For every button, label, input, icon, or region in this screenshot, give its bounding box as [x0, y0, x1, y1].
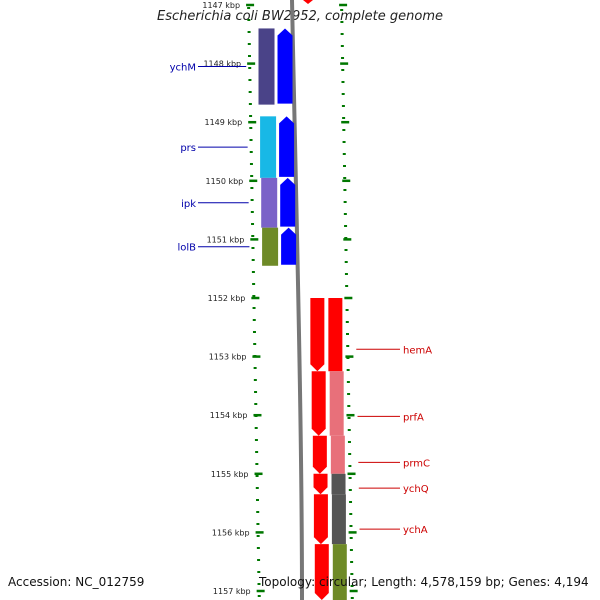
- gene-label-hemA: hemA: [403, 345, 432, 356]
- gene-ychQ: [331, 473, 346, 495]
- gene-label-prfA: prfA: [403, 412, 424, 423]
- gene-label-prs: prs: [180, 143, 196, 154]
- backbone-line: [290, 0, 304, 600]
- reverse-arrow: [312, 435, 327, 474]
- reverse-arrow: [314, 544, 329, 600]
- gene-prfA: [329, 371, 344, 436]
- forward-arrow: [277, 28, 293, 104]
- gene-ychA: [331, 494, 346, 545]
- gene-prmC: [330, 435, 345, 474]
- gene-hemA: [328, 298, 343, 372]
- ruler-label: 1156 kbp: [212, 528, 250, 537]
- ruler-label: 1153 kbp: [209, 353, 247, 362]
- reverse-arrow: [313, 494, 328, 545]
- ruler-label: 1148 kbp: [203, 60, 241, 69]
- gene-label-lolB: lolB: [177, 243, 196, 254]
- gene-label-ychQ: ychQ: [403, 484, 429, 495]
- forward-arrow: [279, 116, 295, 177]
- gene-lolB: [262, 227, 279, 266]
- ruler-label: 1150 kbp: [206, 177, 244, 186]
- ruler-label: 1155 kbp: [211, 470, 249, 479]
- forward-arrow: [281, 227, 297, 265]
- forward-arrow: [280, 177, 296, 227]
- ruler-label: 1154 kbp: [210, 411, 248, 420]
- ruler-label: 1152 kbp: [208, 294, 246, 303]
- ruler-label: 1157 kbp: [213, 587, 251, 596]
- gene-prs: [260, 116, 277, 178]
- top-marker: [303, 0, 313, 4]
- ruler-label: 1151 kbp: [207, 235, 245, 244]
- gene-ychM: [258, 28, 275, 105]
- gene-label-ychA: ychA: [403, 525, 428, 536]
- gene-kdsA: [332, 544, 347, 600]
- gene-label-ychM: ychM: [170, 63, 196, 74]
- genome-title: Escherichia coli BW2952, complete genome: [157, 9, 443, 24]
- ruler-label: 1147 kbp: [202, 1, 240, 10]
- gene-label-prmC: prmC: [403, 458, 430, 469]
- reverse-arrow: [311, 371, 326, 436]
- accession-label: Accession: NC_012759: [8, 575, 145, 589]
- gene-label-ipk: ipk: [181, 199, 196, 210]
- ruler-label: 1149 kbp: [204, 118, 242, 127]
- reverse-arrow: [310, 298, 325, 372]
- reverse-arrow: [313, 473, 328, 495]
- gene-ipk: [261, 177, 278, 228]
- topology-label: Topology: circular; Length: 4,578,159 bp…: [259, 575, 589, 589]
